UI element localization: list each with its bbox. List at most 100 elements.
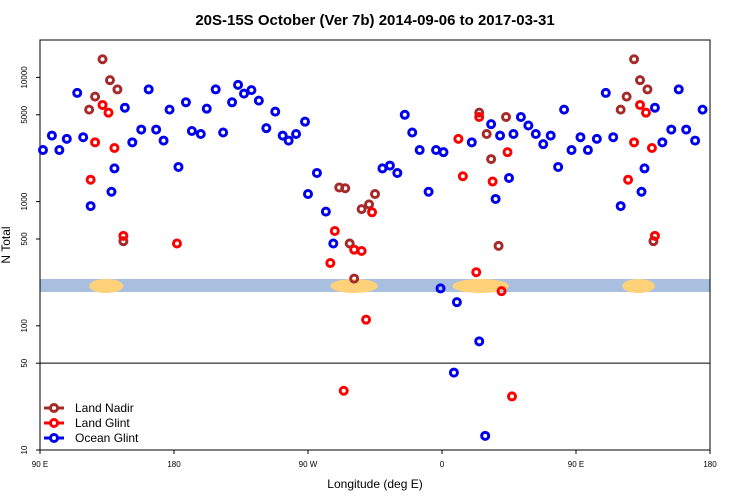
ocean-glint-point bbox=[85, 201, 96, 212]
ocean-glint-point bbox=[270, 106, 281, 117]
ocean-glint-point bbox=[311, 167, 322, 178]
ocean-glint-point bbox=[119, 102, 130, 113]
ocean-glint-point bbox=[320, 206, 331, 217]
land-nadir-point bbox=[493, 240, 504, 251]
ocean-glint-point bbox=[283, 135, 294, 146]
land-nadir-point bbox=[501, 111, 512, 122]
land-glint-point bbox=[471, 267, 482, 278]
ocean-glint-point bbox=[392, 167, 403, 178]
land-glint-point bbox=[629, 137, 640, 148]
land-glint-point bbox=[97, 99, 108, 110]
ocean-glint-point bbox=[508, 129, 519, 140]
land-glint-point bbox=[474, 111, 485, 122]
land-glint-point bbox=[506, 391, 517, 402]
land-glint-point bbox=[171, 238, 182, 249]
x-tick-label: 90 E bbox=[32, 460, 48, 469]
ocean-glint-point bbox=[681, 124, 692, 135]
ocean-glint-point bbox=[407, 127, 418, 138]
legend-marker bbox=[49, 418, 59, 428]
ocean-glint-point bbox=[136, 124, 147, 135]
ocean-glint-point bbox=[530, 129, 541, 140]
land-blob bbox=[622, 279, 655, 293]
land-glint-point bbox=[325, 258, 336, 269]
land-blob bbox=[452, 279, 510, 293]
ocean-glint-point bbox=[37, 145, 48, 156]
ocean-glint-point bbox=[486, 119, 497, 130]
ocean-glint-point bbox=[201, 103, 212, 114]
ocean-glint-point bbox=[300, 116, 311, 127]
ocean-glint-point bbox=[143, 84, 154, 95]
ocean-glint-point bbox=[78, 132, 89, 143]
ocean-glint-point bbox=[127, 137, 138, 148]
ocean-glint-point bbox=[553, 161, 564, 172]
ocean-glint-point bbox=[253, 95, 264, 106]
ocean-glint-point bbox=[600, 87, 611, 98]
land-nadir-point bbox=[615, 104, 626, 115]
land-glint-point bbox=[640, 107, 651, 118]
ocean-glint-point bbox=[448, 367, 459, 378]
ocean-glint-point bbox=[106, 186, 117, 197]
land-glint-point bbox=[453, 133, 464, 144]
ocean-glint-point bbox=[538, 139, 549, 150]
ocean-glint-point bbox=[690, 135, 701, 146]
ocean-glint-point bbox=[180, 97, 191, 108]
x-tick-label: 180 bbox=[167, 460, 181, 469]
ocean-glint-point bbox=[523, 120, 534, 131]
ocean-glint-point bbox=[673, 84, 684, 95]
ocean-glint-point bbox=[54, 145, 65, 156]
ocean-glint-point bbox=[164, 104, 175, 115]
ocean-glint-point bbox=[495, 130, 506, 141]
land-glint-point bbox=[487, 176, 498, 187]
ocean-glint-point bbox=[399, 109, 410, 120]
land-nadir-point bbox=[370, 189, 380, 200]
ocean-glint-point bbox=[210, 84, 221, 95]
y-tick-label: 10 bbox=[20, 445, 29, 454]
ocean-glint-point bbox=[431, 145, 442, 156]
land-nadir-point bbox=[481, 129, 492, 140]
ocean-glint-point bbox=[186, 126, 197, 137]
ocean-glint-point bbox=[72, 87, 83, 98]
y-tick-label: 50 bbox=[20, 358, 29, 367]
legend-marker bbox=[49, 433, 59, 443]
land-nadir-point bbox=[340, 183, 351, 194]
x-tick-label: 90 W bbox=[299, 460, 318, 469]
land-glint-point bbox=[367, 207, 378, 218]
land-glint-point bbox=[329, 225, 340, 236]
y-tick-label: 10000 bbox=[20, 66, 29, 89]
land-blob bbox=[330, 279, 378, 293]
ocean-glint-point bbox=[490, 193, 501, 204]
ocean-glint-point bbox=[303, 189, 313, 200]
land-glint-point bbox=[502, 147, 513, 158]
ocean-glint-point bbox=[414, 145, 425, 156]
ocean-glint-point bbox=[435, 283, 446, 294]
ocean-glint-point bbox=[328, 238, 339, 249]
ocean-glint-point bbox=[61, 133, 72, 144]
land-glint-point bbox=[349, 244, 360, 255]
ocean-glint-point bbox=[591, 133, 602, 144]
land-nadir-point bbox=[364, 199, 375, 210]
ocean-glint-point bbox=[566, 145, 577, 156]
ocean-glint-point bbox=[657, 137, 668, 148]
land-nadir-point bbox=[642, 84, 653, 95]
ocean-glint-point bbox=[480, 430, 491, 441]
ocean-glint-point bbox=[582, 145, 593, 156]
ocean-glint-point bbox=[227, 97, 238, 108]
x-tick-label: 0 bbox=[440, 460, 445, 469]
land-blobs bbox=[89, 279, 655, 293]
land-nadir-point bbox=[344, 238, 355, 249]
land-nadir-point bbox=[621, 91, 632, 102]
land-glint-point bbox=[635, 99, 646, 110]
land-glint-point bbox=[457, 171, 468, 182]
y-tick-label: 100 bbox=[20, 319, 29, 333]
land-nadir-point bbox=[118, 236, 129, 247]
ocean-glint-point bbox=[466, 137, 477, 148]
ocean-glint-point bbox=[438, 147, 449, 158]
ocean-glint-point bbox=[173, 161, 184, 172]
land-glint-point bbox=[85, 174, 96, 185]
land-glint-point bbox=[646, 143, 657, 154]
ocean-glint-point bbox=[195, 129, 206, 140]
y-axis: 10 50 100 500 1000 5000 10000 bbox=[20, 66, 40, 454]
land-glint-point bbox=[118, 230, 129, 241]
ocean-glint-point bbox=[377, 163, 388, 174]
